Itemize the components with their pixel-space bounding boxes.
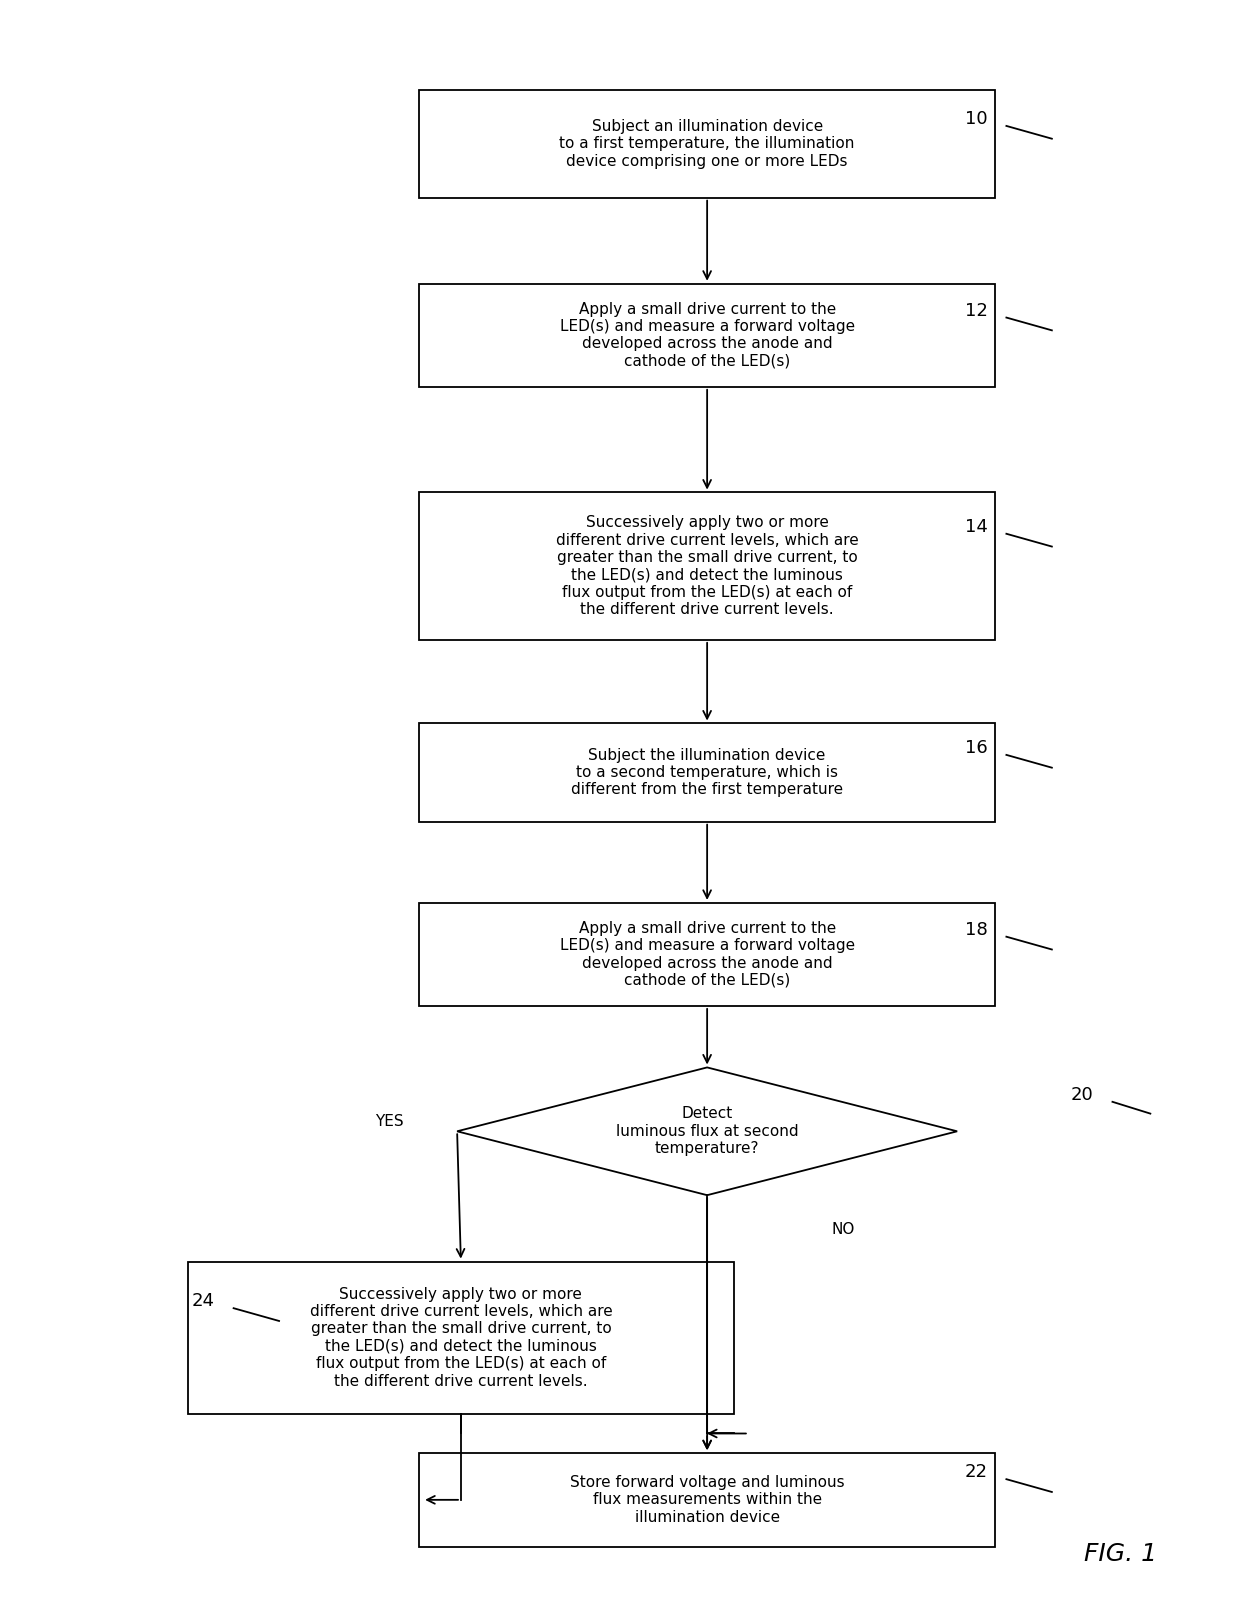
Polygon shape [458, 1067, 957, 1194]
Text: YES: YES [374, 1114, 403, 1128]
FancyBboxPatch shape [419, 903, 994, 1006]
FancyBboxPatch shape [419, 724, 994, 822]
Text: Detect
luminous flux at second
temperature?: Detect luminous flux at second temperatu… [616, 1106, 799, 1156]
Text: Apply a small drive current to the
LED(s) and measure a forward voltage
develope: Apply a small drive current to the LED(s… [559, 301, 854, 369]
Text: 16: 16 [965, 738, 987, 758]
Text: Successively apply two or more
different drive current levels, which are
greater: Successively apply two or more different… [310, 1286, 613, 1388]
Text: Subject an illumination device
to a first temperature, the illumination
device c: Subject an illumination device to a firs… [559, 119, 854, 169]
FancyBboxPatch shape [419, 90, 994, 198]
Text: 22: 22 [965, 1464, 987, 1481]
FancyBboxPatch shape [188, 1262, 734, 1414]
Text: 20: 20 [1071, 1086, 1094, 1104]
FancyBboxPatch shape [419, 493, 994, 640]
Text: Successively apply two or more
different drive current levels, which are
greater: Successively apply two or more different… [556, 516, 858, 617]
Text: 24: 24 [192, 1293, 215, 1311]
Text: Store forward voltage and luminous
flux measurements within the
illumination dev: Store forward voltage and luminous flux … [570, 1475, 844, 1525]
Text: NO: NO [832, 1222, 856, 1236]
Text: 12: 12 [965, 301, 987, 319]
Text: FIG. 1: FIG. 1 [1084, 1543, 1157, 1565]
Text: 18: 18 [965, 920, 987, 938]
FancyBboxPatch shape [419, 1452, 994, 1546]
Text: Subject the illumination device
to a second temperature, which is
different from: Subject the illumination device to a sec… [572, 748, 843, 798]
FancyBboxPatch shape [419, 284, 994, 387]
Text: Apply a small drive current to the
LED(s) and measure a forward voltage
develope: Apply a small drive current to the LED(s… [559, 920, 854, 988]
Text: 14: 14 [965, 517, 987, 535]
Text: 10: 10 [965, 110, 987, 127]
